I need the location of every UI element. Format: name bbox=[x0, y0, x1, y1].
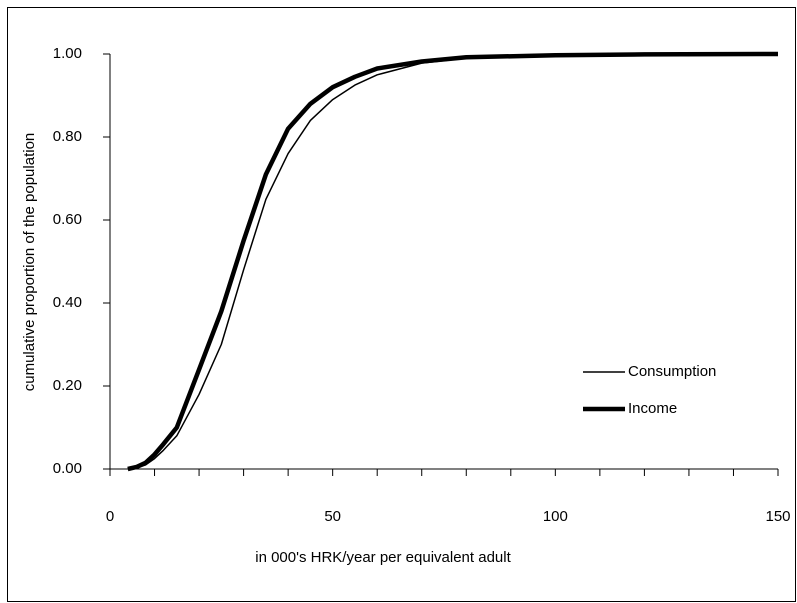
x-tick-label: 150 bbox=[765, 508, 790, 525]
y-tick-label: 0.40 bbox=[53, 294, 82, 311]
frame bbox=[7, 7, 796, 602]
y-tick-label: 0.20 bbox=[53, 377, 82, 394]
x-tick-label: 50 bbox=[324, 508, 341, 525]
series-line bbox=[127, 51, 779, 472]
legend-label: Income bbox=[628, 400, 677, 417]
legend-label: Consumption bbox=[628, 363, 716, 380]
x-tick-label: 0 bbox=[106, 508, 114, 525]
y-tick-label: 0.60 bbox=[53, 211, 82, 228]
y-tick-label: 1.00 bbox=[53, 45, 82, 62]
y-tick-label: 0.00 bbox=[53, 460, 82, 477]
series-line bbox=[127, 53, 779, 470]
y-axis-label: cumulative proportion of the population bbox=[21, 133, 38, 392]
y-tick-label: 0.80 bbox=[53, 128, 82, 145]
x-tick-label: 100 bbox=[543, 508, 568, 525]
x-axis-label: in 000's HRK/year per equivalent adult bbox=[255, 549, 511, 566]
